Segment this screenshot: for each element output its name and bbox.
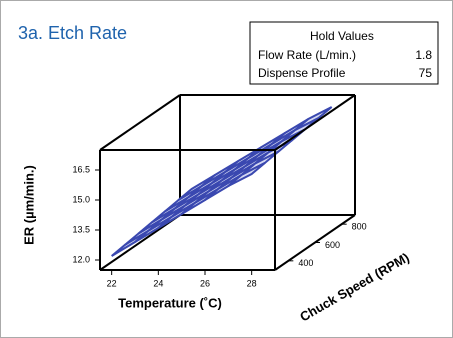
y-tick-label: 600: [325, 240, 340, 250]
hold-values-title: Hold Values: [310, 29, 374, 43]
box-edge: [99, 94, 181, 151]
hold-label: Dispense Profile: [258, 66, 346, 80]
hold-value: 1.8: [415, 48, 432, 62]
box-edge: [99, 214, 181, 271]
x-tick-label: 24: [153, 278, 163, 288]
y-tick-label: 400: [298, 258, 313, 268]
z-tick-label: 15.0: [72, 194, 90, 204]
hold-values-box: [249, 21, 439, 85]
y-tick-label: 800: [352, 222, 367, 232]
box-edge: [274, 94, 356, 151]
z-tick-label: 12.0: [72, 254, 90, 264]
surface-cell: [227, 161, 266, 187]
z-tick-label: 13.5: [72, 224, 90, 234]
z-tick-label: 16.5: [72, 164, 90, 174]
z-axis-label: ER (µm/min.): [21, 165, 36, 245]
hold-value: 75: [419, 66, 433, 80]
chart-title: 3a. Etch Rate: [18, 23, 127, 43]
hold-label: Flow Rate (L/min.): [258, 48, 356, 62]
x-tick-label: 28: [247, 278, 257, 288]
x-tick-label: 22: [107, 278, 117, 288]
x-axis-label: Temperature (˚C): [118, 295, 222, 310]
x-tick-label: 26: [200, 278, 210, 288]
